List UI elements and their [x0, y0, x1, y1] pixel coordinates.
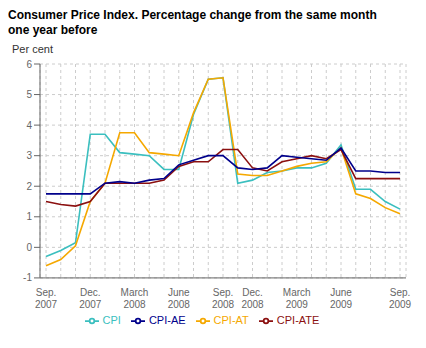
svg-text:June2008: June2008: [168, 287, 191, 310]
svg-text:March2008: March2008: [121, 287, 149, 310]
svg-text:2: 2: [26, 181, 32, 192]
svg-text:5: 5: [26, 89, 32, 100]
html-text:Consumer Price Index. Percenta: Consumer Price Index. Percentage change …: [8, 8, 377, 22]
svg-text:3: 3: [26, 150, 32, 161]
html-text:CPI-ATE: CPI-ATE: [276, 313, 320, 326]
svg-text:-1: -1: [23, 272, 32, 283]
svg-text:6: 6: [26, 59, 32, 70]
svg-text:0: 0: [26, 242, 32, 253]
svg-text:4: 4: [26, 120, 32, 131]
svg-text:Sep.2007: Sep.2007: [35, 287, 58, 310]
html-text:CPI-AE: CPI-AE: [148, 313, 186, 326]
svg-text:Sep.2009: Sep.2009: [389, 287, 412, 310]
html-text:one year before: one year before: [8, 23, 98, 37]
svg-text:Sep.2008: Sep.2008: [212, 287, 235, 310]
html-text:CPI-AT: CPI-AT: [213, 313, 249, 326]
svg-text:March2009: March2009: [283, 287, 311, 310]
svg-text:Dec.2007: Dec.2007: [79, 287, 102, 310]
svg-text:Dec.2008: Dec.2008: [241, 287, 264, 310]
html-text:CPI: CPI: [102, 313, 121, 326]
svg-text:June2009: June2009: [330, 287, 353, 310]
svg-text:1: 1: [26, 211, 32, 222]
html-text:Per cent: Per cent: [12, 43, 53, 55]
